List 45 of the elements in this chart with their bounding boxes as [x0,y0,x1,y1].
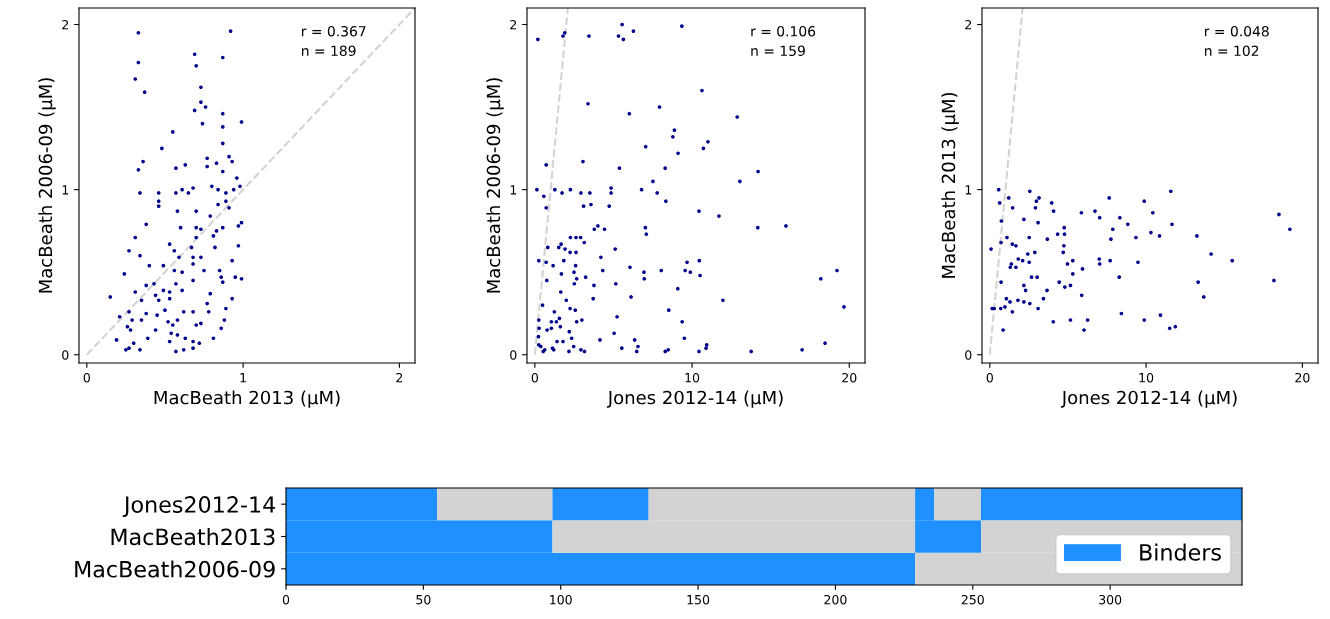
annotation: n = 189 [302,45,356,57]
x-tick-label: 0 [83,372,90,383]
y-tick-label: 0 [62,350,69,360]
y-tick-label: 2 [510,19,517,30]
y-axis-title: MacBeath 2006-09 (μM) [486,78,504,293]
annotation: n = 102 [1205,45,1259,57]
y-tick-label: MacBeath2013 [111,528,275,546]
y-tick-label: Jones2012-14 [122,496,276,518]
y-tick-label: 2 [965,19,972,30]
y-axis-title: MacBeath 2013 (μM) [941,92,959,278]
bar [437,488,553,521]
x-tick-label: 1 [240,373,246,383]
y-tick-label: 0 [510,350,517,360]
x-tick-label: 2 [396,372,403,383]
y-tick-label: 1 [965,185,972,195]
x-axis-title: Jones 2012-14 (μM) [606,390,783,408]
legend-label: Binders [1140,543,1221,561]
x-tick-label: 10 [1139,372,1154,383]
y-tick-label: 1 [62,185,69,195]
bar [981,488,1242,521]
x-tick-label: 100 [550,594,572,605]
x-tick-label: 50 [416,594,431,605]
y-tick-label: 2 [62,19,69,30]
y-axis-title: MacBeath 2006-09 (μM) [38,78,56,293]
y-tick-label: 1 [510,185,517,195]
x-tick-label: 20 [1295,372,1310,383]
x-tick-label: 10 [685,372,700,383]
bar [552,488,649,521]
annotation: r = 0.367 [302,26,366,37]
annotation: r = 0.048 [1205,26,1269,37]
x-tick-label: 150 [687,594,710,605]
annotation: r = 0.106 [751,26,816,37]
x-tick-label: 0 [282,594,290,605]
bar [934,488,982,521]
x-tick-label: 300 [1099,594,1122,605]
y-tick-label: MacBeath2006-09 [75,560,275,578]
x-tick-label: 20 [842,372,857,383]
x-tick-label: 250 [961,594,984,605]
x-tick-label: 0 [986,372,993,383]
x-tick-label: 0 [531,372,539,383]
x-axis-title: MacBeath 2013 (μM) [154,390,340,408]
y-tick-label: 0 [965,350,972,360]
x-tick-label: 200 [824,594,847,605]
annotation: n = 159 [751,45,805,57]
x-axis-title: Jones 2012-14 (μM) [1060,390,1237,408]
